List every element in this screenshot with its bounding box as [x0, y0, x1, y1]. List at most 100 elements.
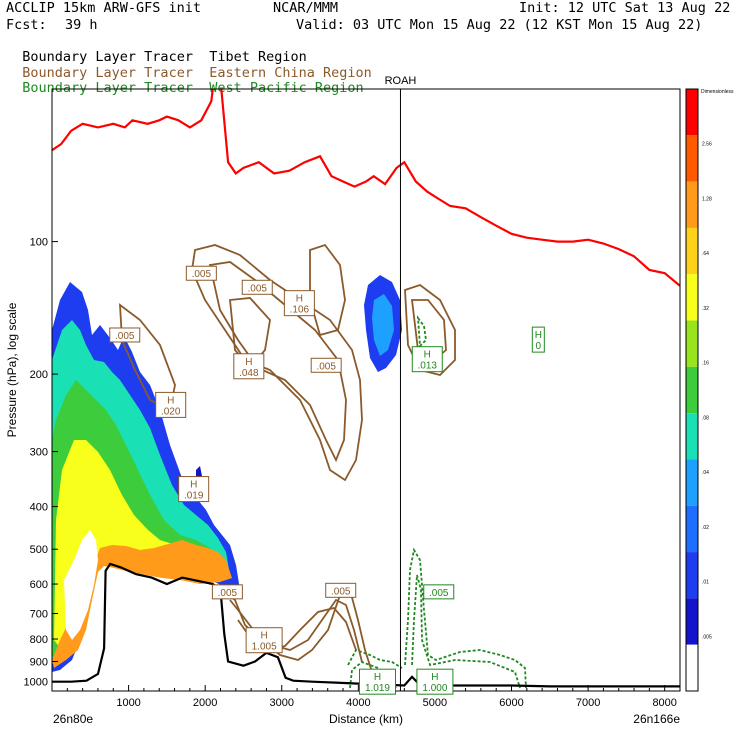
ec-contour-low-1 [221, 588, 373, 673]
wp-contour-5 [416, 315, 427, 349]
colorbar-level-label: 1.28 [702, 196, 712, 202]
valid-time: Valid: 03 UTC Mon 15 Aug 22 (12 KST Mon … [296, 17, 703, 33]
legend-tibet-label: Boundary Layer Tracer [22, 49, 193, 65]
tracer-fill-upper-light [372, 294, 394, 356]
x-tick-label: 5000 [423, 697, 447, 709]
colorbar-swatch [686, 366, 698, 414]
forecast-label: Fcst: [6, 17, 47, 33]
contour-label-box [423, 584, 455, 600]
contour-label-text: H [374, 672, 381, 683]
colorbar-swatch [686, 413, 698, 460]
contour-label-box [211, 584, 243, 600]
y-tick-label: 400 [30, 502, 48, 514]
tracer-fill-yellow [54, 440, 214, 648]
contour-label: .005 [109, 327, 141, 343]
legend-tibet: Boundary Layer Tracer Tibet Region [6, 35, 307, 65]
contour-label-box [241, 279, 273, 295]
x-axis-title: Distance (km) [329, 712, 403, 726]
colorbar-swatch [686, 505, 698, 553]
legend-eastern-china: Boundary Layer Tracer Eastern China Regi… [6, 51, 372, 81]
y-axis: 100 200 300 400 500 600 700 800 900 1000 [24, 237, 58, 689]
contour-label: H1.000 [416, 668, 454, 695]
contour-label: .005 [423, 584, 455, 600]
x-tick-label: 6000 [499, 697, 523, 709]
contour-label-text: .048 [239, 368, 259, 379]
contour-label: H1.019 [358, 668, 396, 695]
contour-label-text: H [424, 350, 431, 361]
contour-label-text: .020 [161, 406, 181, 417]
contour-label: .005 [310, 357, 342, 373]
contour-label-text: H [431, 672, 438, 683]
colorbar-level-label: .08 [702, 415, 709, 421]
x-tick-label: 4000 [346, 697, 370, 709]
contour-label-box [245, 627, 283, 654]
contour-label-box [310, 357, 342, 373]
tracer-fill-orange [52, 540, 232, 668]
y-tick-label: 800 [30, 634, 48, 646]
x-end-label: 26n166e [633, 712, 680, 726]
contour-label-text: .005 [316, 361, 336, 372]
legend-west-pacific-label: Boundary Layer Tracer [22, 80, 193, 96]
contour-label-text: H [296, 294, 303, 305]
contour-label-box [185, 265, 217, 281]
contour-label-box [283, 290, 315, 317]
legend-west-pacific-region: West Pacific Region [209, 80, 364, 96]
contour-label: H.019 [178, 476, 210, 503]
ec-contour-upper-3 [229, 297, 271, 370]
colorbar-swatch [686, 644, 698, 691]
colorbar-swatch [686, 459, 698, 506]
contour-label-box [531, 326, 545, 353]
forecast-hour: 39 h [65, 17, 98, 33]
colorbar-swatch [686, 598, 698, 645]
wp-contour-3 [347, 648, 403, 669]
contour-label-text: H [167, 395, 174, 406]
y-tick-label: 600 [30, 579, 48, 591]
wp-contour-4 [349, 660, 397, 689]
contour-label: .005 [325, 582, 357, 598]
colorbar-swatch [686, 89, 698, 136]
wp-contour-2 [411, 574, 521, 689]
colorbar-swatch [686, 552, 698, 599]
y-tick-label: 100 [30, 237, 48, 249]
legend-west-pacific: Boundary Layer Tracer West Pacific Regio… [6, 66, 364, 96]
colorbar-level-label: .01 [702, 580, 709, 586]
contour-label: .005 [211, 584, 243, 600]
ec-contour-upper-4 [309, 243, 346, 337]
y-tick-label: 500 [30, 544, 48, 556]
contour-label-text: .106 [290, 305, 310, 316]
tracer-fill [52, 275, 402, 672]
contour-label-box [411, 346, 443, 373]
contour-label-text: .005 [331, 586, 351, 597]
contour-label-text: .005 [218, 588, 238, 599]
ec-contour-upper-1 [191, 244, 363, 482]
contour-label-text: 1.000 [422, 683, 447, 694]
contour-label-box [416, 668, 454, 695]
contour-label-text: .019 [184, 491, 204, 502]
contour-label-text: H [245, 357, 252, 368]
colorbar-level-label: .64 [702, 251, 709, 257]
contour-label: H1.005 [245, 627, 283, 654]
contour-label: H.020 [155, 391, 187, 418]
contour-label: H0 [531, 326, 545, 353]
colorbar-swatch [686, 135, 698, 182]
colorbar: Dimensionless 2.56 1.28 .64 .32 .16 .08 .04 .02.… [685, 88, 734, 692]
tropopause-line [52, 89, 680, 287]
contour-label-text: .013 [418, 361, 438, 372]
x-tick-label: 7000 [576, 697, 600, 709]
line-layer [52, 89, 680, 688]
contour-label: H.106 [283, 290, 315, 317]
contour-label-text: 0 [536, 341, 542, 352]
x-tick-label: 8000 [652, 697, 676, 709]
surface-line [52, 562, 680, 688]
tracer-fill-white-gap [64, 530, 98, 640]
contour-label-text: H [535, 330, 542, 341]
contour-label-box [178, 476, 210, 503]
init-time: Init: 12 UTC Sat 13 Aug 22 [519, 0, 731, 16]
x-tick-label: 3000 [270, 697, 294, 709]
y-tick-label: 1000 [24, 677, 48, 689]
contour-label-text: H [261, 631, 268, 642]
contour-label-box [358, 668, 396, 695]
organization-label: NCAR/MMM [273, 0, 339, 16]
y-tick-label: 300 [30, 447, 48, 459]
contour-label: .005 [241, 279, 273, 295]
